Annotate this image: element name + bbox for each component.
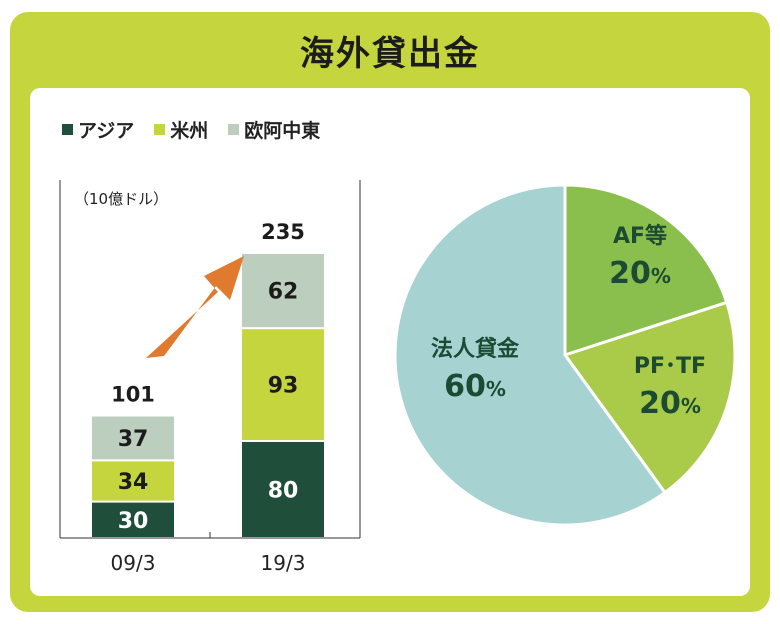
pie-slice-2 (393, 183, 668, 527)
bar-value-label: 37 (118, 427, 149, 452)
pie-slice-label: AF等 (613, 223, 667, 249)
stacked-bar-chart: 30 34 37 101 09/3 80 93 62 235 19/3 (59, 180, 361, 575)
bar-segment-19-3-1 (242, 329, 324, 440)
pie-slice-0 (563, 183, 729, 358)
legend-item-americas: 米州 (154, 116, 208, 143)
growth-arrow (146, 256, 244, 358)
chart-panel: アジア 米州 欧阿中東 （10億ドル） 30 34 37 101 09/3 80 93 62 2… (30, 88, 750, 596)
pie-slice-value: 20% (609, 256, 671, 291)
bar-value-label: 93 (268, 374, 299, 399)
x-tick-label: 19/3 (261, 551, 306, 575)
bar-value-label: 34 (118, 470, 149, 495)
legend-item-asia: アジア (62, 116, 134, 143)
legend-label-emea: 欧阿中東 (244, 120, 321, 142)
bar-total-label: 101 (111, 383, 155, 407)
legend-swatch-emea (228, 124, 240, 135)
bar-segment-09-3-0 (92, 502, 174, 537)
pie-chart: AF等 20% PF･TF 20% 法人貸金 60% (393, 183, 737, 527)
legend-item-emea: 欧阿中東 (228, 116, 320, 143)
pie-slice-1 (562, 300, 737, 495)
pie-slice-label: PF･TF (634, 354, 706, 379)
unit-label: （10億ドル） (74, 190, 169, 208)
legend-label-americas: 米州 (170, 120, 209, 142)
bar-segment-19-3-0 (242, 441, 324, 537)
bar-total-label: 235 (261, 220, 305, 244)
pie-slice-label: 法人貸金 (431, 336, 520, 362)
pie-slice-value: 20% (639, 386, 701, 421)
pie-slice-value: 60% (444, 369, 506, 404)
bar-value-label: 30 (118, 509, 149, 534)
legend-label-asia: アジア (78, 120, 135, 142)
bar-value-label: 80 (268, 478, 299, 503)
bar-value-label: 62 (268, 280, 299, 305)
chart-title: 海外貸出金 (300, 34, 480, 74)
legend: アジア 米州 欧阿中東 (62, 116, 320, 143)
bar-segment-09-3-1 (92, 461, 174, 501)
x-tick-label: 09/3 (111, 551, 156, 575)
bar-segment-09-3-2 (92, 416, 174, 460)
chart-frame: 海外貸出金 アジア 米州 欧阿中東 （10億ドル） 30 34 37 101 09/3 8… (10, 12, 770, 612)
bar-segment-19-3-2 (242, 254, 324, 328)
legend-swatch-asia (62, 124, 73, 135)
legend-swatch-americas (154, 124, 166, 135)
